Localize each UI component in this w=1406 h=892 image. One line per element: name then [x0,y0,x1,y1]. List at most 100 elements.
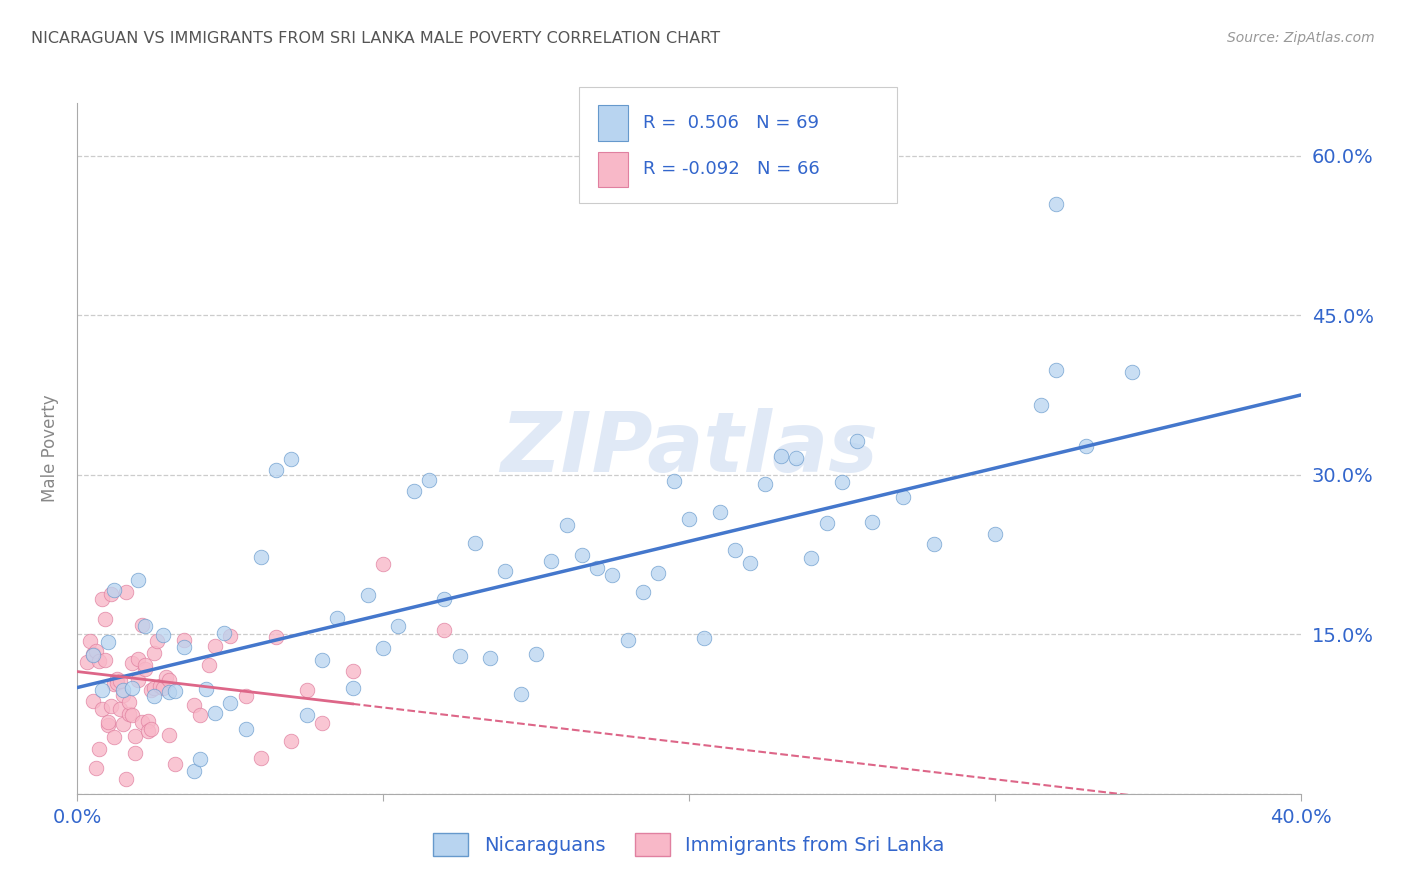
Point [108,702,131,716]
Point [142,681,165,695]
Text: Source: ZipAtlas.com: Source: ZipAtlas.com [1227,31,1375,45]
Point [97,635,120,649]
Point [280,451,302,466]
Point [118,707,141,722]
Point [121,657,143,671]
Point [815,516,838,531]
Point [139,722,162,736]
Point [371,641,394,656]
Point [464,535,486,549]
Point [1076,439,1098,453]
Point [204,639,226,653]
Point [127,652,149,666]
Point [152,628,174,642]
Point [922,537,945,551]
Point [1029,399,1052,413]
Text: NICARAGUAN VS IMMIGRANTS FROM SRI LANKA MALE POVERTY CORRELATION CHART: NICARAGUAN VS IMMIGRANTS FROM SRI LANKA … [31,31,720,46]
Point [105,676,128,690]
Point [90,702,112,716]
Point [112,683,135,698]
Point [311,716,333,731]
Point [212,626,235,640]
Point [146,634,169,648]
Point [479,651,502,665]
Text: R = -0.092   N = 66: R = -0.092 N = 66 [643,161,820,178]
Point [342,681,364,695]
Point [740,557,762,571]
Point [103,582,125,597]
Point [264,462,287,476]
Point [76,655,98,669]
Point [157,685,180,699]
Point [571,548,593,562]
Point [433,592,456,607]
Point [131,617,153,632]
Point [800,550,823,565]
Point [100,587,122,601]
Point [149,679,172,693]
Point [509,687,531,701]
Point [118,695,141,709]
Point [769,449,792,463]
Point [136,724,159,739]
Point [387,619,409,633]
Point [280,734,302,748]
Point [1045,363,1067,377]
Point [402,483,425,498]
Point [295,708,318,723]
Point [754,477,776,491]
Point [188,708,211,723]
Point [112,688,135,702]
Point [124,746,146,760]
Point [134,619,156,633]
Point [326,611,349,625]
Point [90,682,112,697]
Point [90,592,112,607]
Legend: Nicaraguans, Immigrants from Sri Lanka: Nicaraguans, Immigrants from Sri Lanka [426,826,952,863]
Point [87,654,110,668]
Point [709,505,731,519]
Text: ZIPatlas: ZIPatlas [501,408,877,489]
Y-axis label: Male Poverty: Male Poverty [41,394,59,502]
Point [134,662,156,676]
Point [250,751,273,765]
Point [495,564,517,578]
Point [124,729,146,743]
Point [155,670,177,684]
Point [891,491,914,505]
Point [157,728,180,742]
Point [103,730,125,744]
Point [862,515,884,529]
Point [142,646,165,660]
Point [631,585,654,599]
Point [1121,365,1143,379]
Point [785,451,807,466]
Point [219,629,242,643]
Point [235,722,257,736]
Point [371,558,394,572]
Point [724,543,747,558]
Point [134,658,156,673]
Point [586,560,609,574]
Point [194,682,217,697]
Point [984,527,1007,541]
Point [97,718,120,732]
Point [84,761,107,775]
Point [82,694,104,708]
Point [165,757,187,772]
Point [357,588,380,602]
Point [295,683,318,698]
Point [97,714,120,729]
Point [115,772,138,786]
Point [157,673,180,688]
Text: R =  0.506   N = 69: R = 0.506 N = 69 [643,114,818,132]
Point [342,664,364,678]
Point [82,648,104,662]
Point [121,681,143,695]
Point [127,574,149,588]
Point [602,567,624,582]
Point [1045,196,1067,211]
Point [831,475,853,489]
Point [136,714,159,728]
Point [105,673,128,687]
